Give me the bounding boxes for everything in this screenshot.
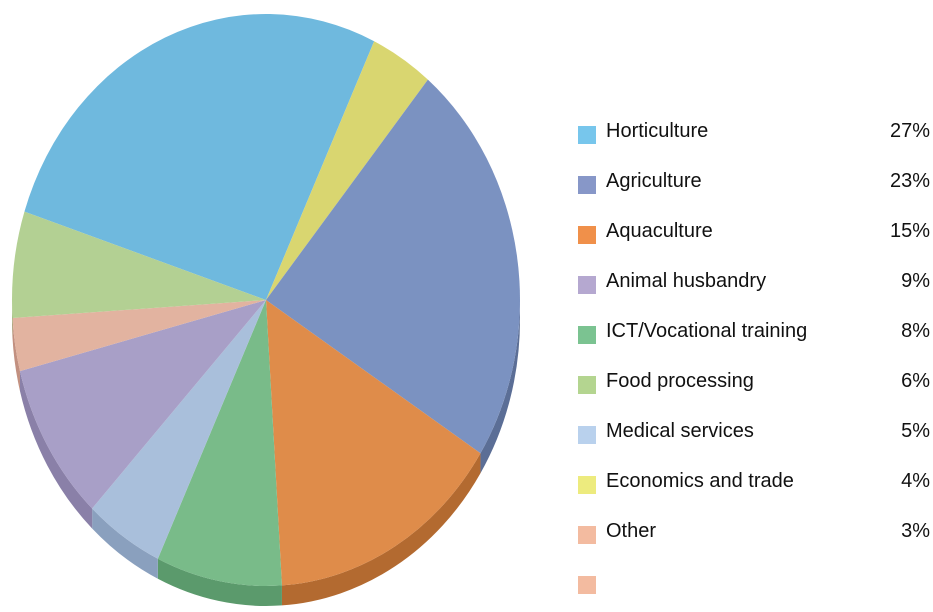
legend-item: Aquaculture 15% bbox=[578, 212, 930, 262]
legend-label: Aquaculture bbox=[606, 220, 713, 242]
legend-item: Other 3% bbox=[578, 512, 930, 562]
pie-slice bbox=[266, 300, 481, 586]
legend-swatch bbox=[578, 226, 596, 244]
legend-label: ICT/Vocational training bbox=[606, 320, 808, 342]
legend-item: Agriculture 23% bbox=[578, 162, 930, 212]
legend-value: 6% bbox=[901, 370, 930, 392]
legend-item bbox=[578, 562, 930, 612]
legend-value: 8% bbox=[901, 320, 930, 342]
pie-slice bbox=[157, 300, 282, 586]
pie-depth bbox=[12, 300, 520, 606]
pie-slice-side bbox=[92, 508, 158, 579]
legend-swatch bbox=[578, 476, 596, 494]
legend-item: Food processing 6% bbox=[578, 362, 930, 412]
pie-slice bbox=[12, 211, 267, 318]
legend-label: Agriculture bbox=[606, 170, 702, 192]
legend-swatch bbox=[578, 326, 596, 344]
pie-slice-side bbox=[12, 300, 13, 338]
legend-value: 4% bbox=[901, 470, 930, 492]
legend: Horticulture 27% Agriculture 23% Aquaculture… bbox=[578, 112, 930, 612]
pie-slice bbox=[266, 79, 520, 454]
pie-slice bbox=[92, 300, 267, 559]
pie-slice-side bbox=[281, 453, 481, 606]
legend-value: 9% bbox=[901, 270, 930, 292]
legend-label: Horticulture bbox=[606, 120, 709, 142]
pie-slice bbox=[24, 13, 375, 300]
legend-value: 27% bbox=[889, 120, 930, 142]
legend-item: Medical services 5% bbox=[578, 412, 930, 462]
pie-slice-side bbox=[19, 371, 93, 529]
legend-value: 23% bbox=[889, 170, 930, 192]
legend-label: Food processing bbox=[606, 370, 754, 392]
legend-item: Economics and trade 4% bbox=[578, 462, 930, 512]
legend-swatch bbox=[578, 276, 596, 294]
legend-label: Medical services bbox=[606, 420, 754, 442]
legend-swatch bbox=[578, 376, 596, 394]
legend-value: 5% bbox=[901, 420, 930, 442]
legend-swatch bbox=[578, 576, 596, 594]
pie-slice bbox=[12, 300, 267, 372]
pie-slice bbox=[266, 41, 428, 301]
legend-swatch bbox=[578, 176, 596, 194]
legend-label: Economics and trade bbox=[606, 470, 794, 492]
legend-swatch bbox=[578, 526, 596, 544]
legend-value: 3% bbox=[901, 520, 930, 542]
legend-item: Animal husbandry 9% bbox=[578, 262, 930, 312]
legend-value: 15% bbox=[889, 220, 930, 242]
legend-swatch bbox=[578, 126, 596, 144]
pie-slices bbox=[12, 13, 520, 586]
pie-chart bbox=[12, 13, 520, 606]
pie-slice bbox=[19, 300, 267, 509]
legend-swatch bbox=[578, 426, 596, 444]
legend-label: Other bbox=[606, 520, 657, 542]
legend-item: ICT/Vocational training 8% bbox=[578, 312, 930, 362]
pie-slice-side bbox=[157, 558, 282, 606]
legend-item: Horticulture 27% bbox=[578, 112, 930, 162]
pie-slice-side bbox=[12, 317, 20, 392]
legend-label: Animal husbandry bbox=[606, 270, 767, 292]
pie-slice-side bbox=[480, 300, 520, 474]
